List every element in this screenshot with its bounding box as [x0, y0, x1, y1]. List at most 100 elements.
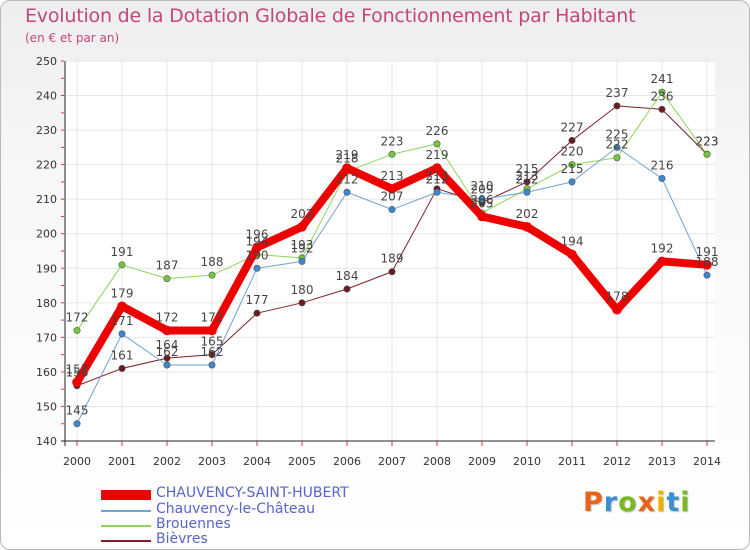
logo-letter: t — [666, 487, 681, 518]
data-point-chauvency-le-ch-teau — [163, 361, 171, 369]
data-label-chauvency-saint-hubert: 202 — [516, 207, 539, 221]
data-point-bi-vres — [613, 102, 621, 110]
data-point-chauvency-saint-hubert — [252, 242, 262, 253]
y-tick-label: 230 — [36, 124, 57, 137]
y-tick-label: 170 — [36, 331, 57, 344]
data-point-bi-vres — [388, 268, 396, 276]
logo-letter: P — [583, 487, 604, 518]
data-label-bi-vres: 213 — [426, 169, 449, 183]
x-tick-label: 2008 — [423, 455, 451, 468]
legend-swatch — [101, 540, 151, 542]
data-label-brouennes: 223 — [696, 134, 719, 148]
logo-letter: x — [637, 487, 657, 518]
data-point-chauvency-le-ch-teau — [73, 420, 81, 428]
data-point-brouennes — [163, 275, 171, 283]
data-point-brouennes — [433, 140, 441, 148]
data-label-chauvency-saint-hubert: 213 — [381, 169, 404, 183]
data-point-chauvency-saint-hubert — [342, 163, 352, 173]
data-point-chauvency-le-ch-teau — [343, 188, 351, 196]
data-label-bi-vres: 165 — [201, 335, 224, 349]
data-label-bi-vres: 215 — [516, 162, 539, 176]
data-label-bi-vres: 237 — [606, 86, 629, 100]
data-label-bi-vres: 161 — [111, 348, 134, 362]
data-point-chauvency-le-ch-teau — [703, 271, 711, 279]
x-tick-label: 2012 — [603, 455, 631, 468]
x-tick-label: 2005 — [288, 455, 316, 468]
x-tick-label: 2001 — [108, 455, 136, 468]
x-tick-label: 2014 — [693, 455, 721, 468]
logo-letter: i — [680, 487, 691, 518]
data-label-brouennes: 241 — [651, 72, 674, 86]
x-tick-label: 2003 — [198, 455, 226, 468]
data-label-brouennes: 187 — [156, 259, 179, 273]
legend-swatch — [101, 525, 151, 527]
data-label-brouennes: 222 — [606, 138, 629, 152]
data-label-chauvency-le-ch-teau: 212 — [426, 172, 449, 186]
legend-label: Bièvres — [156, 531, 208, 547]
data-label-brouennes: 226 — [426, 124, 449, 138]
data-label-chauvency-le-ch-teau: 225 — [606, 127, 629, 141]
logo-letter: i — [656, 487, 667, 518]
data-label-bi-vres: 177 — [246, 293, 269, 307]
data-point-chauvency-saint-hubert — [657, 256, 667, 267]
data-label-brouennes: 220 — [561, 145, 584, 159]
data-point-bi-vres — [658, 105, 666, 113]
data-point-chauvency-le-ch-teau — [658, 174, 666, 182]
data-point-chauvency-le-ch-teau — [433, 188, 441, 196]
data-label-bi-vres: 164 — [156, 338, 179, 352]
logo-letter: o — [618, 487, 638, 518]
data-point-chauvency-le-ch-teau — [208, 361, 216, 369]
data-label-chauvency-le-ch-teau: 192 — [291, 241, 314, 255]
data-point-chauvency-saint-hubert — [387, 184, 397, 194]
logo-letter: r — [603, 487, 619, 518]
x-tick-label: 2011 — [558, 455, 586, 468]
data-label-chauvency-le-ch-teau: 215 — [561, 162, 584, 176]
legend-label: Chauvency-le-Château — [156, 501, 315, 517]
data-label-chauvency-saint-hubert: 196 — [246, 228, 269, 242]
data-label-brouennes: 206 — [471, 193, 494, 207]
data-label-chauvency-le-ch-teau: 212 — [516, 172, 539, 186]
data-label-chauvency-saint-hubert: 157 — [66, 362, 89, 376]
chart-title: Evolution de la Dotation Globale de Fonc… — [25, 5, 636, 27]
data-label-chauvency-saint-hubert: 194 — [561, 234, 584, 248]
data-label-bi-vres: 227 — [561, 120, 584, 134]
data-label-chauvency-le-ch-teau: 162 — [156, 345, 179, 359]
data-point-chauvency-saint-hubert — [477, 211, 487, 222]
data-point-brouennes — [388, 150, 396, 158]
data-point-chauvency-saint-hubert — [117, 301, 127, 312]
data-point-bi-vres — [343, 285, 351, 293]
data-point-chauvency-le-ch-teau — [568, 178, 576, 186]
data-label-chauvency-saint-hubert: 179 — [111, 286, 134, 300]
data-point-chauvency-saint-hubert — [72, 377, 82, 388]
data-label-chauvency-saint-hubert: 192 — [651, 241, 674, 255]
y-tick-label: 180 — [36, 297, 57, 310]
y-tick-label: 200 — [36, 228, 57, 241]
y-tick-label: 220 — [36, 159, 57, 172]
x-tick-label: 2013 — [648, 455, 676, 468]
x-tick-label: 2009 — [468, 455, 496, 468]
data-label-bi-vres: 184 — [336, 269, 359, 283]
legend-swatch — [101, 490, 151, 500]
data-point-chauvency-le-ch-teau — [253, 264, 261, 272]
proxiti-logo: Proxiti — [583, 487, 691, 518]
data-label-chauvency-le-ch-teau: 210 — [471, 179, 494, 193]
y-tick-label: 210 — [36, 193, 57, 206]
data-point-chauvency-saint-hubert — [567, 249, 577, 260]
data-point-bi-vres — [523, 178, 531, 186]
data-point-brouennes — [658, 88, 666, 96]
data-point-bi-vres — [118, 364, 126, 372]
data-point-chauvency-saint-hubert — [297, 222, 307, 232]
data-label-bi-vres: 189 — [381, 252, 404, 266]
x-tick-label: 2002 — [153, 455, 181, 468]
data-label-chauvency-saint-hubert: 172 — [201, 310, 224, 324]
data-point-chauvency-saint-hubert — [207, 325, 217, 336]
data-label-bi-vres: 209 — [471, 183, 494, 197]
legend-swatch — [101, 510, 151, 512]
x-tick-label: 2006 — [333, 455, 361, 468]
y-tick-label: 140 — [36, 435, 57, 448]
data-point-bi-vres — [568, 136, 576, 144]
x-tick-label: 2004 — [243, 455, 271, 468]
data-point-chauvency-saint-hubert — [522, 222, 532, 232]
